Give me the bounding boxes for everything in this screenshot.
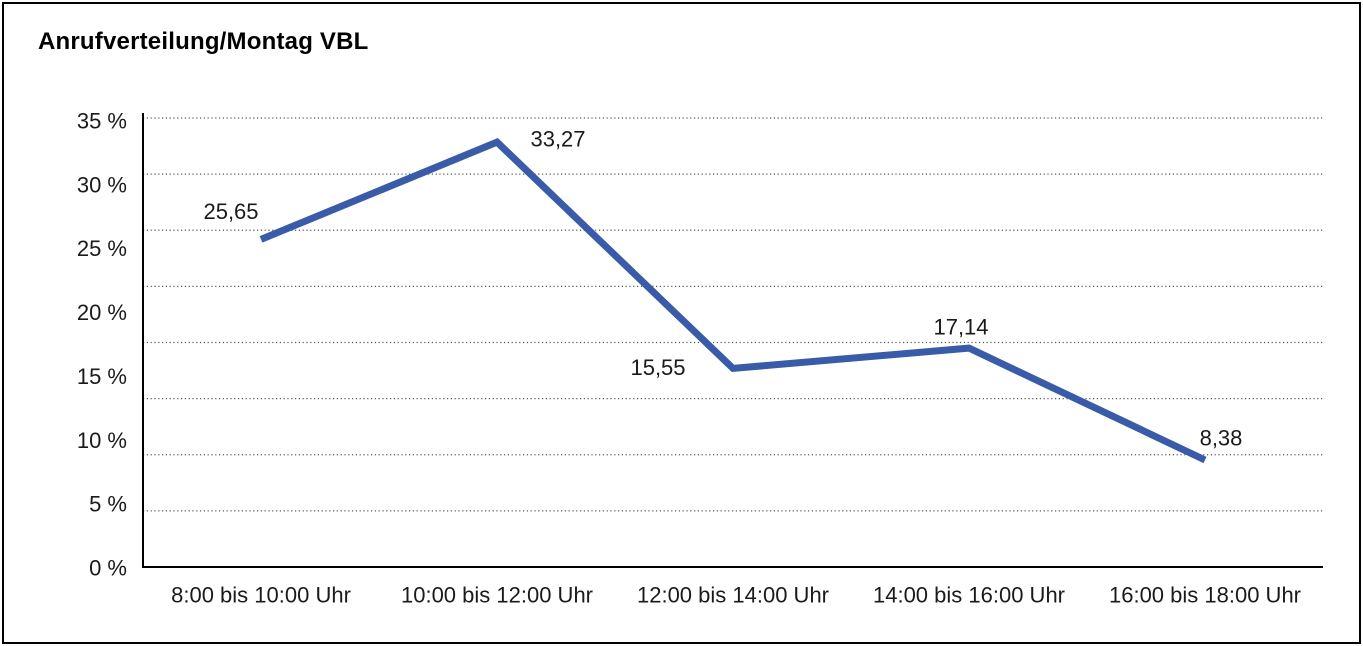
x-axis-tick-label: 10:00 bis 12:00 Uhr (401, 583, 593, 608)
chart-title: Anrufverteilung/Montag VBL (38, 28, 369, 55)
data-point-label: 15,55 (630, 355, 685, 380)
y-axis-tick-label: 20 % (77, 300, 127, 325)
x-axis-tick-label: 8:00 bis 10:00 Uhr (171, 583, 351, 608)
data-point-label: 17,14 (933, 315, 988, 340)
y-axis-tick-label: 5 % (89, 492, 127, 517)
x-axis-tick-label: 12:00 bis 14:00 Uhr (637, 583, 829, 608)
y-axis-tick-label: 15 % (77, 364, 127, 389)
data-point-label: 25,65 (203, 199, 258, 224)
data-point-label: 33,27 (530, 127, 585, 152)
y-axis-tick-label: 30 % (77, 172, 127, 197)
y-axis-tick-label: 0 % (89, 556, 127, 581)
data-point-label: 8,38 (1200, 425, 1243, 450)
x-axis-tick-label: 16:00 bis 18:00 Uhr (1109, 583, 1301, 608)
y-axis-tick-label: 10 % (77, 428, 127, 453)
x-axis-tick-label: 14:00 bis 16:00 Uhr (873, 583, 1065, 608)
y-axis-tick-label: 25 % (77, 236, 127, 261)
data-series-line (259, 137, 1207, 464)
y-axis-tick-label: 35 % (77, 109, 127, 134)
